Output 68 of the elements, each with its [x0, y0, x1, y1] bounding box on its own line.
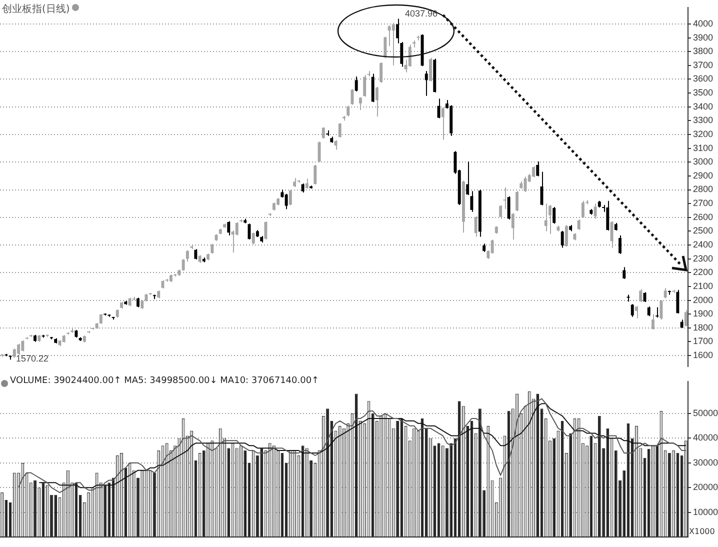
- candlestick: [656, 306, 659, 318]
- y-tick-label: 3200: [693, 128, 714, 139]
- candlestick: [136, 297, 140, 308]
- y-tick-label: 2200: [693, 267, 714, 278]
- candlestick: [507, 196, 510, 220]
- y-tick-label: 4000: [693, 18, 714, 28]
- annotation: VOLUME: 39024400.00↑ MA5: 34998500.00↓ MA10: 37067140.00↑: [10, 376, 320, 386]
- y-tick-label: 1700: [693, 336, 714, 346]
- candlestick: [532, 166, 535, 178]
- y-tick-label: 2600: [693, 212, 714, 222]
- y-tick-label: 2000: [693, 294, 714, 305]
- candlestick: [392, 22, 395, 66]
- candlestick: [99, 314, 102, 324]
- candlestick: [466, 161, 470, 196]
- y-tick-label: 3400: [693, 101, 714, 112]
- candlestick: [284, 193, 288, 210]
- y-tick-label: 2400: [693, 240, 714, 250]
- y-tick-label: 3100: [693, 142, 714, 153]
- y-tick-label: 40000: [693, 432, 718, 443]
- candlestick: [424, 70, 428, 96]
- y-tick-label: 10000: [693, 506, 718, 517]
- candlestick: [676, 289, 680, 314]
- candlestick: [470, 190, 474, 212]
- candlestick: [264, 221, 268, 240]
- y-tick-label: 3000: [693, 156, 714, 167]
- candlestick: [536, 160, 540, 177]
- candlestick: [499, 204, 502, 220]
- y-tick-label: 50000: [693, 408, 718, 418]
- candlestick: [647, 306, 650, 317]
- y-tick-label: 3700: [693, 60, 714, 70]
- candlestick: [17, 343, 20, 356]
- y-tick-label: 1600: [693, 350, 714, 360]
- annotation: 4037.96: [405, 8, 438, 18]
- candlestick: [618, 234, 622, 254]
- y-tick-label: 3300: [693, 115, 714, 126]
- candlestick: [354, 76, 358, 92]
- y-tick-label: 2800: [693, 184, 714, 194]
- y-tick-label: 3800: [693, 46, 714, 56]
- candlestick: [606, 200, 610, 232]
- y-axis-title: X1000: [689, 527, 715, 536]
- chart-title: 创业板指(日线): [2, 2, 70, 16]
- candlestick: [552, 206, 556, 224]
- y-tick-label: 20000: [693, 482, 718, 492]
- candlestick: [610, 220, 614, 248]
- y-tick-label: 2700: [693, 198, 714, 208]
- y-tick-label: 3600: [693, 74, 714, 84]
- candlestick: [664, 288, 667, 299]
- y-tick-label: 30000: [693, 457, 718, 468]
- y-tick-label: 3500: [693, 88, 714, 98]
- candlestick: [314, 164, 317, 186]
- candlestick: [560, 230, 564, 248]
- candlestick: [544, 203, 548, 232]
- y-tick-label: 1800: [693, 322, 714, 332]
- candlestick: [630, 304, 634, 318]
- candlestick: [635, 306, 638, 319]
- candlestick: [358, 96, 362, 111]
- y-tick-label: 2100: [693, 280, 714, 291]
- y-tick-label: 2300: [693, 253, 714, 264]
- candlestick: [186, 250, 189, 262]
- y-tick-label: 1900: [693, 308, 714, 319]
- candlestick: [21, 340, 24, 352]
- candlestick: [194, 248, 198, 260]
- y-tick-label: 2500: [693, 226, 714, 236]
- y-tick-label: 2900: [693, 170, 714, 180]
- y-tick-label: 3900: [693, 32, 714, 42]
- annotation: 1570.22: [16, 353, 49, 364]
- candlestick: [622, 266, 626, 280]
- candlestick: [227, 220, 230, 236]
